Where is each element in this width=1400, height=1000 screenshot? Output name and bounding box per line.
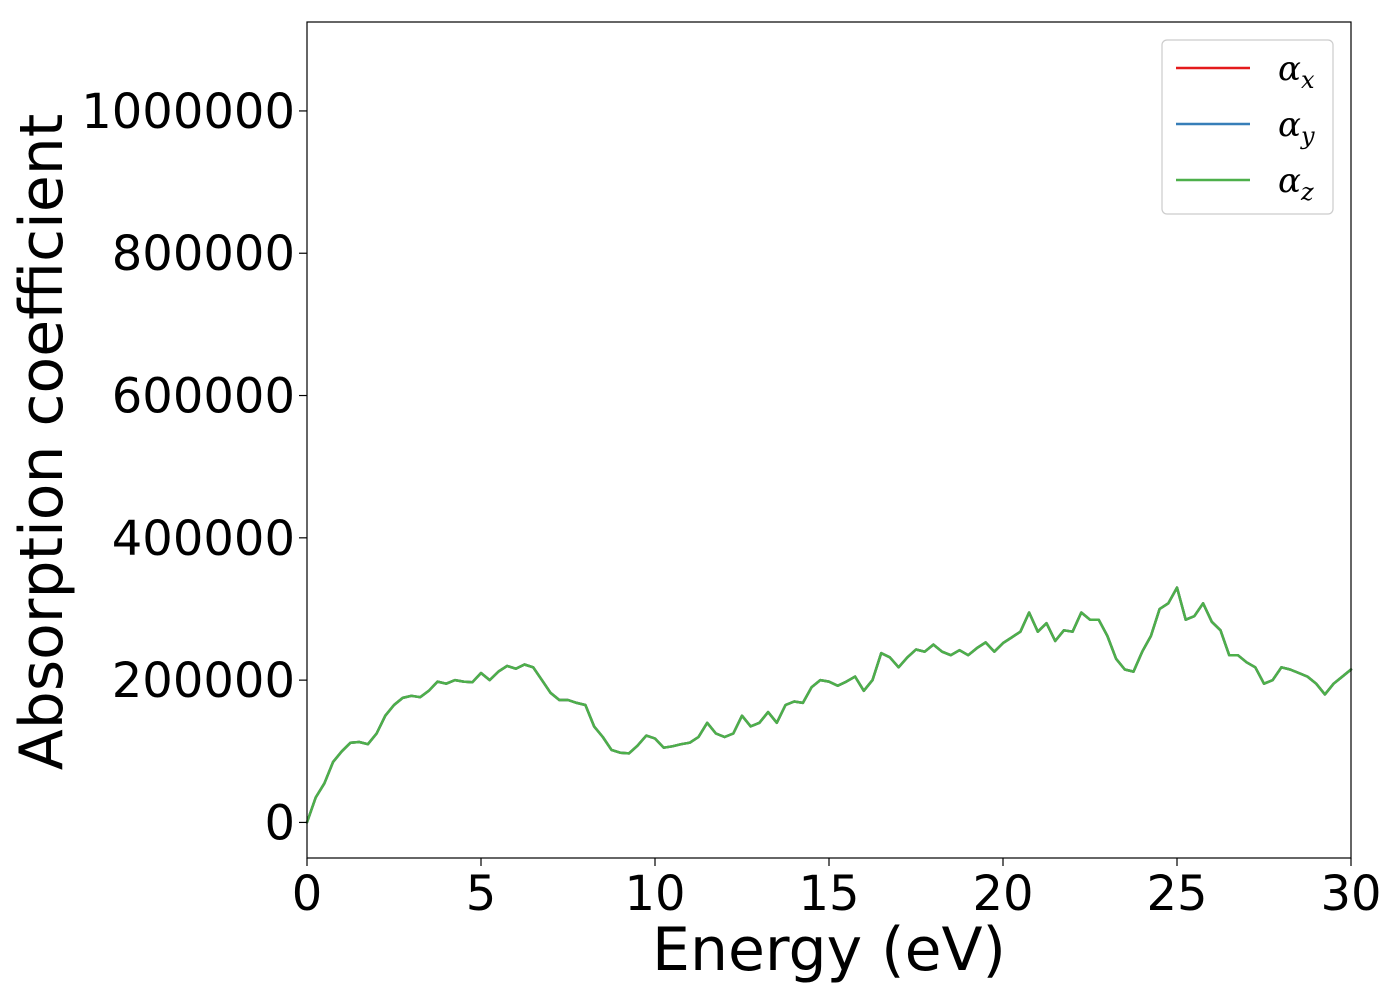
x-axis-ticks: 0 5 10 15 20 25 30 [292,858,1382,922]
legend-subscript: y [1300,122,1315,150]
x-tick-label: 25 [1146,866,1207,922]
y-tick-label: 400000 [112,511,295,567]
x-tick-label: 5 [466,866,497,922]
x-tick-label: 10 [624,866,685,922]
y-tick-label: 200000 [112,653,295,709]
y-axis-label: Absorption coefficient [7,114,77,771]
x-tick-label: 20 [972,866,1033,922]
y-axis-ticks: 0 200000 400000 600000 800000 1000000 [81,84,307,851]
y-tick-label: 600000 [112,369,295,425]
series-line-2 [305,586,1353,824]
y-tick-label: 0 [264,795,295,851]
y-tick-label: 800000 [112,226,295,282]
legend-frame [1161,39,1334,215]
legend-subscript: z [1300,178,1314,206]
series-layer [305,586,1353,824]
y-tick-label: 1000000 [81,84,295,140]
x-tick-label: 0 [292,866,323,922]
x-tick-label: 15 [798,866,859,922]
legend-subscript: x [1301,66,1315,94]
x-axis-label: Energy (eV) [652,915,1006,985]
x-tick-label: 30 [1320,866,1381,922]
